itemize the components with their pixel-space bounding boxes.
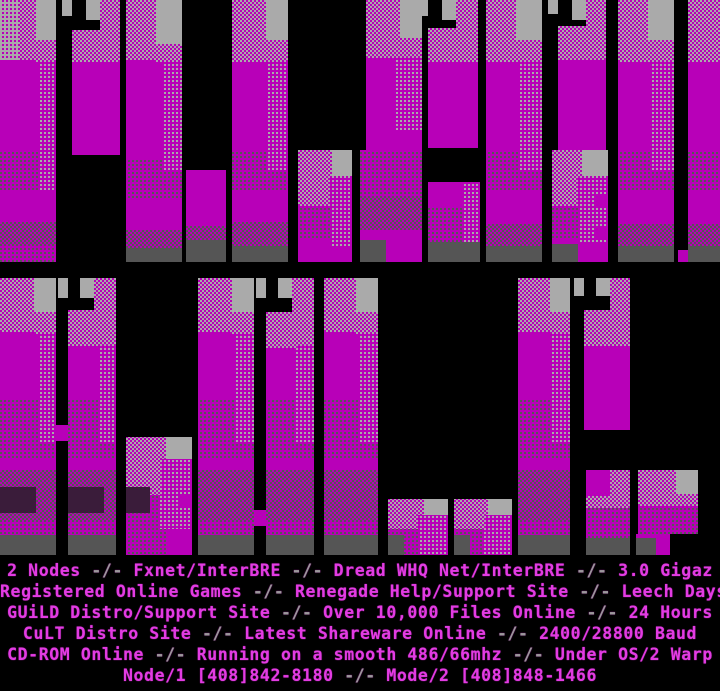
info-text-segment: Leech Days [621,582,720,601]
info-text-segment: 24 Hours [628,603,713,622]
info-text-segment: Running on a smooth 486/66mhz [196,645,503,664]
glyph-bottom-14 [518,278,570,555]
ansi-logo-art [0,0,720,555]
info-text-segment: Mode/2 [408]848-1466 [386,666,598,685]
glyph-bottom-9 [324,278,378,555]
glyph-top-7 [360,150,422,262]
info-text-segment: Renegade Help/Support Site [294,582,569,601]
glyph-bottom-1 [0,278,56,555]
info-text-segment: Registered Online Games [0,582,243,601]
glyph-top-11 [548,0,606,150]
info-separator: -/- [270,603,324,622]
info-text-segment: Dread WHQ Net/InterBRE [333,561,566,580]
glyph-top-14 [678,0,720,262]
info-separator: -/- [565,561,619,580]
info-separator: -/- [191,624,245,643]
info-text-segment: Over 10,000 Files Online [323,603,576,622]
info-separator: -/- [333,666,387,685]
info-text-segment: Node/1 [408]842-8180 [122,666,334,685]
info-separator: -/- [502,645,555,664]
info-line-5: CD-ROM Online -/- Running on a smooth 48… [0,644,720,665]
info-separator: -/- [281,561,334,580]
info-line-6: Node/1 [408]842-8180 -/- Mode/2 [408]848… [0,665,720,686]
bbs-info-block: 2 Nodes -/- Fxnet/InterBRE -/- Dread WHQ… [0,555,720,691]
glyph-bottom-8 [256,278,314,555]
info-text-segment: Under OS/2 Warp [554,645,713,664]
info-text-segment: CD-ROM Online [7,645,145,664]
info-text-segment: GUiLD Distro/Support Site [7,603,271,622]
glyph-bottom-2 [55,278,116,555]
info-separator: -/- [486,624,540,643]
glyph-top-10 [486,0,542,262]
info-separator: -/- [575,603,629,622]
glyph-top-5 [232,0,288,262]
info-text-segment: CuLT Distro Site [22,624,192,643]
glyph-bottom-15 [574,278,698,555]
glyph-top-1 [0,0,56,262]
info-line-2: Registered Online Games -/- Renegade Hel… [0,581,720,602]
glyph-bottom-12 [388,499,448,555]
info-line-3: GUiLD Distro/Support Site -/- Over 10,00… [0,602,720,623]
glyph-top-8 [366,0,422,150]
glyph-bottom-13 [454,499,512,555]
info-separator: -/- [80,561,134,580]
glyph-top-12 [552,150,608,262]
glyph-top-4 [186,170,226,262]
info-text-segment: Fxnet/InterBRE [133,561,281,580]
info-text-segment: Latest Shareware Online [244,624,487,643]
glyph-bottom-6 [198,278,254,555]
info-text-segment: 2400/28800 Baud [539,624,698,643]
logo-row-bottom [0,278,698,555]
logo-svg [0,0,720,555]
glyph-top-6 [298,150,352,262]
info-separator: -/- [568,582,622,601]
info-text-segment: 3.0 Gigaz [618,561,713,580]
glyph-top-3 [126,0,182,262]
glyph-top-2 [62,0,120,155]
info-line-4: CuLT Distro Site -/- Latest Shareware On… [0,623,720,644]
logo-row-top [0,0,720,262]
info-separator: -/- [144,645,197,664]
glyph-bottom-7 [254,510,268,526]
info-text-segment: 2 Nodes [7,561,81,580]
glyph-top-13 [618,0,674,262]
info-separator: -/- [242,582,295,601]
glyph-top-9 [418,0,480,262]
glyph-bottom-5 [126,437,192,555]
info-line-1: 2 Nodes -/- Fxnet/InterBRE -/- Dread WHQ… [0,560,720,581]
